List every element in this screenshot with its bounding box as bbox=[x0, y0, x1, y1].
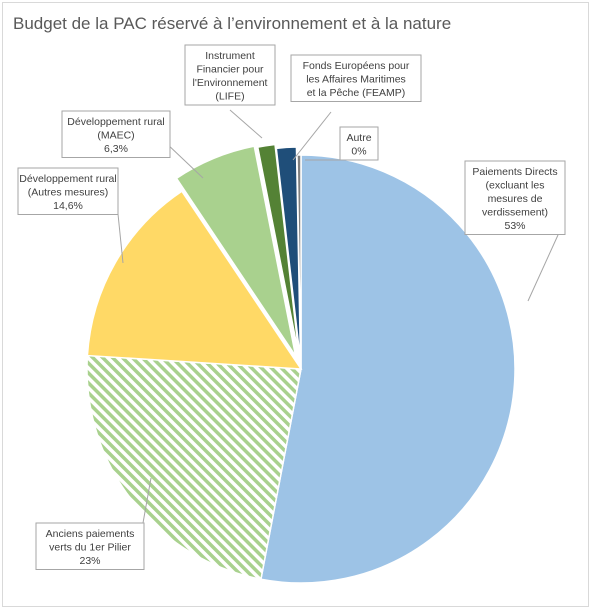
data-label-box-4 bbox=[61, 110, 171, 158]
leader-line-6 bbox=[292, 111, 332, 161]
slice-label-text: (MAEC) bbox=[97, 130, 134, 142]
slice-label-text: verts du 1er Pilier bbox=[49, 542, 131, 554]
slice-label-text: Instrument bbox=[205, 50, 255, 62]
slice-label-text: l'Environnement bbox=[193, 77, 268, 89]
slice-label-text: mesures de bbox=[488, 193, 543, 205]
pie-slice-1 bbox=[260, 154, 516, 584]
data-label-box-7 bbox=[339, 126, 379, 161]
slice-label-text: Anciens paiements bbox=[46, 528, 135, 540]
slice-label-text: Autre bbox=[346, 132, 371, 144]
data-label-box-5 bbox=[184, 44, 276, 106]
data-label-box-2 bbox=[35, 522, 145, 570]
slice-percent-text: 6,3% bbox=[104, 143, 128, 155]
pie-slice-2 bbox=[86, 354, 302, 581]
data-label-box-1 bbox=[464, 160, 566, 235]
slice-label-text: (excluant les bbox=[486, 180, 545, 192]
leader-lines bbox=[117, 109, 559, 524]
slice-percent-text: 0% bbox=[351, 146, 366, 158]
slice-label-text: (Autres mesures) bbox=[28, 187, 109, 199]
slice-percent-text: 53% bbox=[504, 220, 525, 232]
pie-slices bbox=[86, 143, 516, 584]
slice-label-text: Fonds Européens pour bbox=[303, 60, 410, 72]
data-label-box-3 bbox=[17, 167, 119, 215]
slice-percent-text: 23% bbox=[79, 555, 100, 567]
leader-line-4 bbox=[164, 141, 204, 179]
slice-label-text: et la Pêche (FEAMP) bbox=[307, 87, 406, 99]
leader-line-5 bbox=[229, 109, 263, 139]
slice-label-text: Développement rural bbox=[19, 173, 116, 185]
slice-label-text: les Affaires Maritimes bbox=[306, 74, 406, 86]
slice-percent-text: 14,6% bbox=[53, 200, 83, 212]
slice-label-text: Financier pour bbox=[196, 64, 264, 76]
pie-slice-6 bbox=[275, 146, 302, 362]
chart-title: Budget de la PAC réservé à l’environneme… bbox=[13, 14, 451, 33]
data-label-box-6 bbox=[290, 54, 422, 102]
pie-chart: Budget de la PAC réservé à l’environneme… bbox=[13, 14, 566, 584]
leader-line-2 bbox=[142, 477, 152, 524]
pie-slice-4 bbox=[175, 145, 297, 357]
pie-slice-3 bbox=[86, 190, 303, 370]
slice-label-text: (LIFE) bbox=[215, 91, 244, 103]
leader-line-1 bbox=[527, 234, 559, 302]
slice-label-text: verdissement) bbox=[482, 207, 548, 219]
slice-label-text: Développement rural bbox=[67, 116, 164, 128]
slice-label-text: Paiements Directs bbox=[472, 166, 557, 178]
leader-line-3 bbox=[117, 213, 124, 264]
pie-slice-5 bbox=[256, 143, 300, 358]
